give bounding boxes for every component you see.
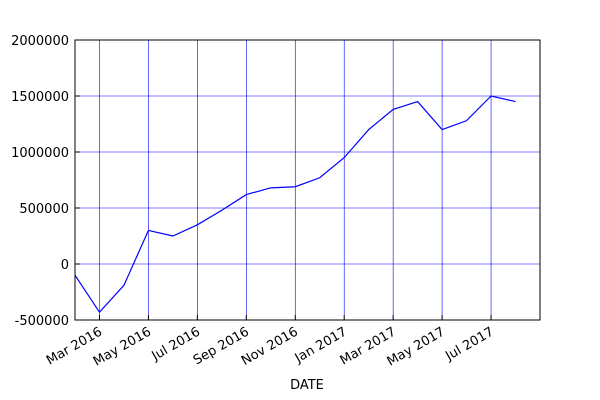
- y-tick-label: -500000: [15, 314, 69, 329]
- data-line: [74, 95, 516, 314]
- y-tick-label: 500000: [19, 202, 69, 217]
- y-tick-label: 2000000: [11, 34, 69, 49]
- x-tick-label: Jul 2017: [442, 325, 496, 365]
- plot-frame: [74, 39, 541, 321]
- x-tick-label: Nov 2016: [239, 325, 301, 369]
- y-tick-label: 0: [61, 258, 69, 273]
- y-tick-label: 1000000: [11, 146, 69, 161]
- y-tick-label: 1500000: [11, 90, 69, 105]
- x-axis-label: DATE: [290, 378, 324, 393]
